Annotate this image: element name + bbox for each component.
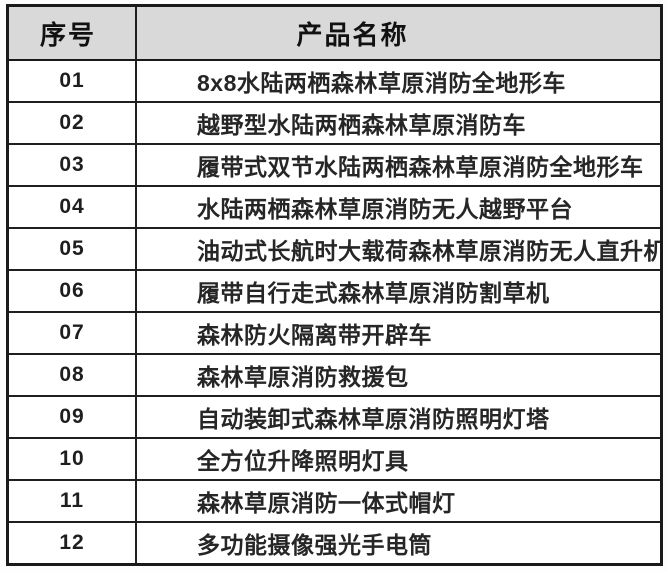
serial-number-cell: 01	[9, 61, 137, 101]
product-name-cell: 水陆两栖森林草原消防无人越野平台	[197, 196, 573, 222]
product-table: 序号 产品名称 01 8x8水陆两栖森林草原消防全地形车 02 越野型水陆两栖森…	[6, 4, 663, 566]
product-name-cell: 履带自行走式森林草原消防割草机	[197, 280, 550, 306]
column-header-product-name: 产品名称	[296, 19, 409, 50]
product-name-cell: 全方位升降照明灯具	[197, 448, 409, 474]
serial-number-cell: 10	[9, 439, 137, 479]
serial-number-cell: 09	[9, 397, 137, 437]
product-name-cell: 森林草原消防一体式帽灯	[197, 490, 456, 516]
serial-number-cell: 04	[9, 187, 137, 227]
table-row: 02 越野型水陆两栖森林草原消防车	[9, 103, 660, 145]
table-row: 05 油动式长航时大载荷森林草原消防无人直升机	[9, 229, 660, 271]
table-row: 11 森林草原消防一体式帽灯	[9, 481, 660, 523]
table-body: 01 8x8水陆两栖森林草原消防全地形车 02 越野型水陆两栖森林草原消防车 0…	[9, 61, 660, 563]
table-row: 08 森林草原消防救援包	[9, 355, 660, 397]
product-name-cell: 多功能摄像强光手电筒	[197, 532, 432, 558]
serial-number-cell: 07	[9, 313, 137, 353]
product-name-cell: 森林防火隔离带开辟车	[197, 322, 432, 348]
table-row: 03 履带式双节水陆两栖森林草原消防全地形车	[9, 145, 660, 187]
product-name-cell: 森林草原消防救援包	[197, 364, 409, 390]
product-name-cell: 履带式双节水陆两栖森林草原消防全地形车	[197, 154, 644, 180]
table-row: 09 自动装卸式森林草原消防照明灯塔	[9, 397, 660, 439]
serial-number-cell: 03	[9, 145, 137, 185]
table-row: 04 水陆两栖森林草原消防无人越野平台	[9, 187, 660, 229]
table-row: 01 8x8水陆两栖森林草原消防全地形车	[9, 61, 660, 103]
serial-number-cell: 05	[9, 229, 137, 269]
table-row: 10 全方位升降照明灯具	[9, 439, 660, 481]
serial-number-cell: 08	[9, 355, 137, 395]
table-row: 06 履带自行走式森林草原消防割草机	[9, 271, 660, 313]
product-name-cell: 自动装卸式森林草原消防照明灯塔	[197, 406, 550, 432]
table-row: 07 森林防火隔离带开辟车	[9, 313, 660, 355]
product-name-cell: 越野型水陆两栖森林草原消防车	[197, 112, 526, 138]
product-name-cell: 8x8水陆两栖森林草原消防全地形车	[197, 70, 566, 96]
serial-number-cell: 12	[9, 523, 137, 563]
table-header-row: 序号 产品名称	[9, 7, 660, 61]
table-row: 12 多功能摄像强光手电筒	[9, 523, 660, 563]
column-header-serial: 序号	[9, 7, 137, 59]
product-name-cell: 油动式长航时大载荷森林草原消防无人直升机	[197, 238, 660, 264]
serial-number-cell: 06	[9, 271, 137, 311]
serial-number-cell: 02	[9, 103, 137, 143]
serial-number-cell: 11	[9, 481, 137, 521]
